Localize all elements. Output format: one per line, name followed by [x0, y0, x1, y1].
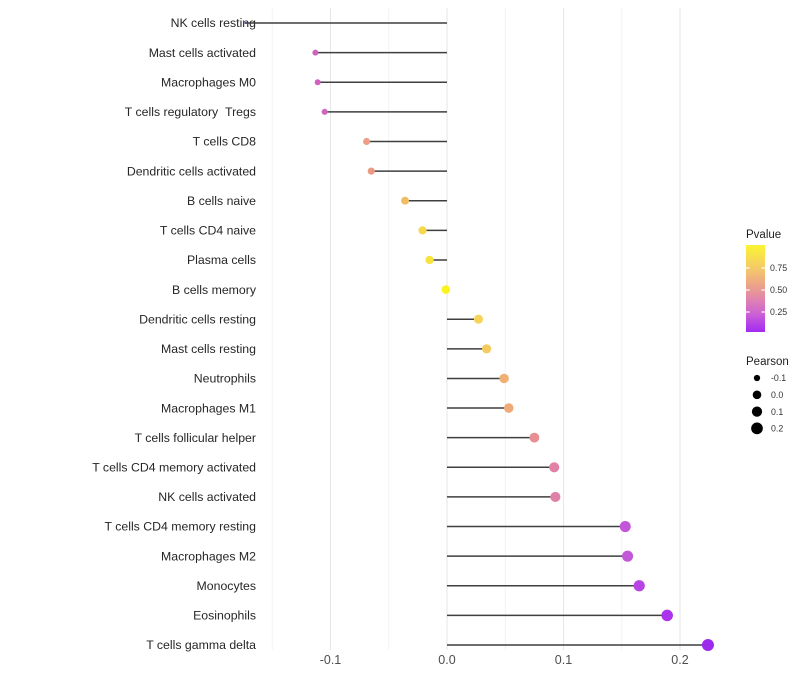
row-label: Mast cells activated: [149, 46, 256, 60]
row-label: B cells memory: [172, 283, 257, 297]
dot: [244, 22, 247, 24]
dot: [633, 580, 645, 592]
pearson-legend-title: Pearson: [746, 356, 789, 368]
pearson-legend-label: 0.0: [771, 390, 783, 400]
pvalue-colorbar-ticks: 0.75 0.50 0.25: [746, 263, 787, 317]
row-label: T cells follicular helper: [135, 431, 256, 445]
dot: [701, 639, 714, 652]
pearson-legend-label: -0.1: [771, 373, 786, 383]
dot: [401, 196, 409, 205]
row-label: B cells naive: [187, 194, 256, 208]
row-label: Dendritic cells resting: [139, 312, 256, 326]
dot: [441, 285, 451, 294]
dot: [314, 79, 321, 86]
dot: [550, 491, 561, 503]
colorbar-tick-label: 0.75: [770, 263, 787, 273]
row-label: T cells gamma delta: [146, 638, 256, 652]
row-label: T cells CD8: [193, 135, 256, 149]
dot: [367, 167, 375, 175]
pearson-legend-label: 0.1: [771, 407, 783, 417]
x-tick-label: 0.1: [555, 653, 572, 667]
row-label: T cells CD4 memory activated: [92, 461, 256, 475]
x-tick-label: -0.1: [320, 653, 342, 667]
row-label: Mast cells resting: [161, 342, 256, 356]
row-label: T cells regulatory Tregs: [125, 105, 256, 119]
dot: [619, 521, 631, 533]
x-axis-tick-labels: -0.1 0.0 0.1 0.2: [320, 653, 689, 667]
pearson-legend-dot: [753, 374, 761, 382]
gridlines: [271, 8, 681, 650]
row-label: Eosinophils: [193, 609, 256, 623]
dot: [425, 255, 434, 265]
pearson-legend-label: 0.2: [771, 424, 783, 434]
dot: [661, 609, 673, 622]
row-label: Macrophages M0: [161, 75, 256, 89]
row-label: NK cells resting: [171, 16, 257, 30]
pearson-legend-dot: [751, 422, 763, 435]
x-tick-label: 0.2: [671, 653, 688, 667]
row-label: Monocytes: [197, 579, 256, 593]
dot: [418, 226, 427, 235]
dot: [363, 137, 371, 146]
row-label: NK cells activated: [158, 490, 256, 504]
chart-rows: NK cells resting Mast cells activated Macr…: [92, 16, 714, 652]
dot: [549, 462, 560, 473]
dot: [312, 49, 319, 56]
colorbar-tick-label: 0.50: [770, 285, 787, 295]
row-label: Dendritic cells activated: [127, 164, 256, 178]
row-label: Plasma cells: [187, 253, 256, 267]
row-label: T cells CD4 memory resting: [105, 520, 257, 534]
pearson-legend-dot: [751, 406, 763, 417]
legend-pvalue: Pvalue 0.75 0.50 0.25: [746, 229, 787, 332]
legend-pearson: Pearson -0.1 0.0 0.1 0.2: [746, 356, 789, 435]
dot: [473, 314, 484, 324]
pearson-legend-dot: [752, 390, 762, 400]
row-label: Neutrophils: [194, 372, 256, 386]
dot: [529, 432, 540, 443]
row-label: Macrophages M2: [161, 549, 256, 563]
pearson-legend-items: -0.1 0.0 0.1 0.2: [751, 373, 786, 435]
dot: [321, 108, 328, 115]
pvalue-legend-title: Pvalue: [746, 229, 781, 241]
dot: [481, 344, 492, 354]
row-label: Macrophages M1: [161, 401, 256, 415]
dot: [499, 373, 509, 384]
row-label: T cells CD4 naive: [160, 224, 256, 238]
pvalue-colorbar: [746, 245, 765, 332]
dot: [622, 550, 634, 562]
colorbar-tick-label: 0.25: [770, 307, 787, 317]
x-tick-label: 0.0: [438, 653, 455, 667]
dot: [503, 403, 514, 413]
